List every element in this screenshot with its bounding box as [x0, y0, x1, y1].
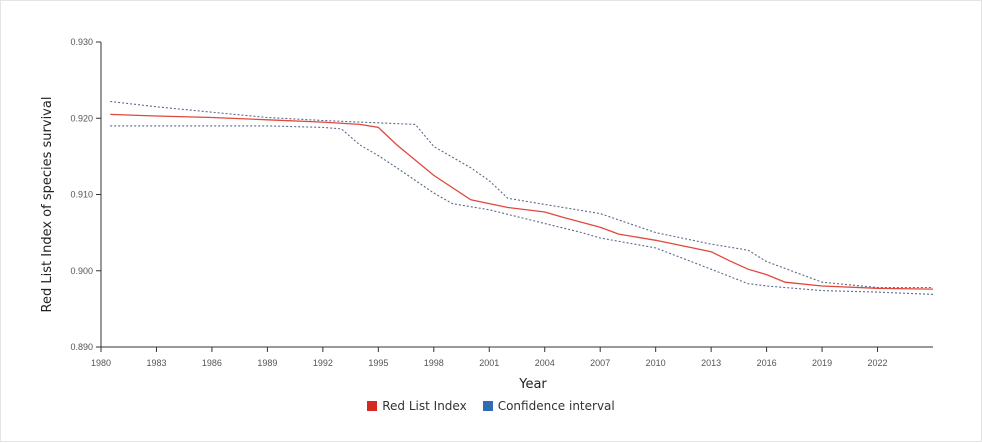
x-tick-label: 1980 — [91, 358, 111, 368]
y-axis-title: Red List Index of species survival — [40, 97, 55, 313]
series-line-confidence-upper — [110, 100, 933, 289]
x-tick-label: 1986 — [202, 358, 222, 368]
x-tick-label: 1992 — [313, 358, 333, 368]
x-tick-label: 2019 — [812, 358, 832, 368]
x-tick-label: 1983 — [146, 358, 166, 368]
x-axis-title: Year — [518, 377, 547, 392]
y-tick-label: 0.910 — [70, 190, 93, 200]
legend-item-confidence-interval[interactable]: Confidence interval — [482, 399, 615, 413]
y-tick-label: 0.900 — [70, 266, 93, 276]
legend-item-red-list-index[interactable]: Red List Index — [367, 399, 467, 413]
x-tick-label: 2001 — [479, 358, 499, 368]
x-tick-label: 2022 — [868, 358, 888, 368]
series-line-confidence-lower — [110, 125, 934, 295]
y-tick-label: 0.920 — [70, 113, 93, 123]
legend-swatch-confidence-interval — [482, 401, 493, 411]
legend-label-red-list-index: Red List Index — [382, 399, 467, 413]
chart-legend: Red List Index Confidence interval — [1, 399, 981, 413]
x-tick-label: 2010 — [646, 358, 666, 368]
x-tick-label: 2013 — [701, 358, 721, 368]
x-tick-label: 2016 — [757, 358, 777, 368]
x-tick-label: 2004 — [535, 358, 555, 368]
legend-swatch-red-list-index — [367, 401, 378, 411]
y-tick-label: 0.890 — [70, 342, 93, 352]
legend-label-confidence-interval: Confidence interval — [497, 399, 615, 413]
x-tick-label: 1995 — [368, 358, 388, 368]
series-line-red-list-index — [110, 113, 934, 290]
x-tick-label: 1998 — [424, 358, 444, 368]
y-tick-label: 0.930 — [70, 37, 93, 47]
x-tick-label: 2007 — [590, 358, 610, 368]
x-tick-label: 1989 — [257, 358, 277, 368]
